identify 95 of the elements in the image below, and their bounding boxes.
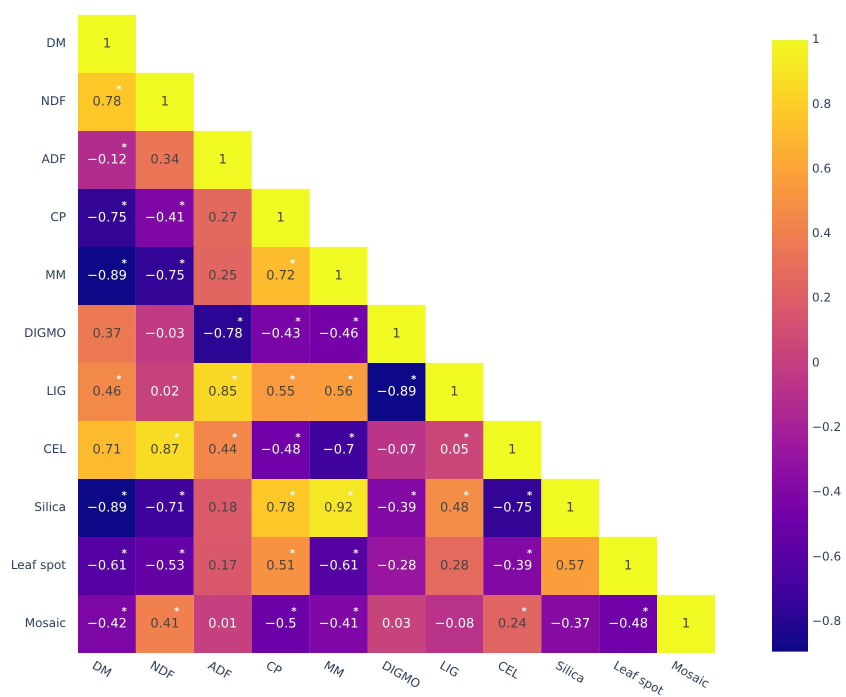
data-label: 0.51*: [266, 548, 296, 574]
data-label: −0.5*: [264, 606, 298, 632]
data-label: 1: [624, 558, 632, 574]
data-label: −0.43*: [260, 316, 302, 342]
data-label: −0.89*: [87, 490, 128, 516]
data-label: −0.46*: [318, 316, 360, 342]
data-label: −0.28: [376, 558, 416, 574]
color-bar-label: 0.4: [812, 226, 832, 240]
data-label: −0.61*: [87, 548, 128, 574]
data-label: 1: [218, 152, 227, 168]
color-bar-label: 0.6: [812, 161, 832, 176]
x-tick-label: DM: [90, 658, 114, 680]
data-label: 0.17: [208, 558, 238, 574]
color-bar-label: −0.8: [812, 614, 842, 628]
data-label: 0.55*: [266, 374, 296, 400]
data-label: −0.07: [376, 442, 416, 458]
data-label: −0.89*: [376, 374, 418, 400]
data-label: 0.85*: [208, 374, 238, 400]
y-tick-label: ADF: [42, 152, 66, 166]
y-tick-label: CEL: [43, 442, 66, 456]
data-label: −0.12*: [87, 142, 128, 168]
data-label: −0.39*: [492, 548, 534, 574]
data-label: 0.72*: [266, 258, 296, 284]
color-bar-label: 0.2: [812, 290, 832, 305]
y-tick-label: Mosaic: [24, 616, 66, 630]
data-label: 0.78*: [266, 490, 296, 516]
data-label: −0.89*: [87, 258, 128, 284]
data-label: 0.01: [208, 616, 238, 632]
data-label: 0.25: [208, 268, 238, 284]
data-label: 0.71: [92, 442, 122, 458]
data-label: 0.46*: [92, 374, 122, 400]
color-bar-label: −0.2: [812, 420, 842, 434]
data-label: 0.57: [556, 558, 585, 574]
data-label: −0.78*: [202, 316, 244, 342]
data-label: 0.24*: [498, 606, 528, 632]
y-tick-label: DIGMO: [24, 326, 66, 340]
data-label: −0.75*: [492, 490, 534, 516]
data-label: −0.71*: [144, 490, 186, 516]
data-label: 0.44*: [208, 432, 238, 458]
x-tick-label: LIG: [437, 658, 462, 680]
color-bar-label: 0.8: [812, 96, 832, 111]
y-tick-label: DM: [46, 36, 66, 50]
y-tick-label: Leaf spot: [10, 558, 66, 572]
data-label: 0.41*: [150, 606, 180, 632]
x-tick-label: NDF: [148, 658, 177, 683]
data-label: −0.61*: [318, 548, 360, 574]
x-tick-label: MM: [322, 658, 346, 681]
data-label: 0.05*: [440, 432, 470, 458]
color-bar-label: 0: [812, 355, 820, 370]
data-label: 0.27: [208, 210, 238, 226]
data-label: 0.34: [150, 152, 180, 168]
data-label: −0.75*: [144, 258, 186, 284]
x-tick-label: ADF: [206, 658, 234, 683]
y-tick-label: Silica: [34, 500, 66, 514]
data-label: −0.7*: [322, 432, 356, 458]
data-label: 1: [682, 616, 690, 632]
data-label: −0.53*: [144, 548, 186, 574]
data-label: 0.92*: [324, 490, 354, 516]
data-label: −0.75*: [87, 200, 128, 226]
data-label: 0.28: [440, 558, 469, 574]
data-label: 0.48*: [440, 490, 470, 516]
data-label: 1: [566, 500, 574, 516]
y-tick-label: MM: [45, 268, 66, 282]
data-label: −0.39*: [376, 490, 418, 516]
data-label: 1: [334, 268, 343, 284]
data-label: 0.56*: [324, 374, 354, 400]
data-label: −0.41*: [318, 606, 360, 632]
data-label: −0.37: [550, 616, 590, 632]
data-label: 0.78*: [92, 84, 122, 110]
color-bar-label: −0.4: [812, 484, 842, 499]
data-label: 0.87*: [150, 432, 180, 458]
data-label: 1: [392, 326, 401, 342]
x-tick-label: CEL: [495, 658, 522, 682]
data-label: −0.42*: [87, 606, 128, 632]
data-label: 1: [102, 36, 112, 52]
data-label: 1: [508, 442, 516, 458]
data-label: 1: [450, 384, 459, 400]
y-tick-label: CP: [50, 210, 66, 224]
data-label: 1: [160, 94, 170, 110]
data-label: 0.03: [382, 616, 411, 632]
data-label: −0.08: [434, 616, 474, 632]
data-label: 0.18: [208, 500, 238, 516]
data-label: −0.41*: [144, 200, 186, 226]
data-label: 0.02: [150, 384, 180, 400]
data-label: −0.03: [144, 326, 185, 342]
data-label: −0.48*: [260, 432, 302, 458]
data-label: 1: [276, 210, 285, 226]
color-bar-label: −0.6: [812, 549, 842, 564]
x-tick-label: CP: [264, 658, 284, 678]
data-label: 0.37: [92, 326, 122, 342]
x-tick-label: Leaf spot: [611, 658, 666, 697]
y-tick-label: LIG: [46, 384, 66, 398]
y-tick-label: NDF: [40, 94, 66, 108]
color-bar-label: 1: [812, 32, 820, 46]
data-label: −0.48*: [608, 606, 649, 632]
